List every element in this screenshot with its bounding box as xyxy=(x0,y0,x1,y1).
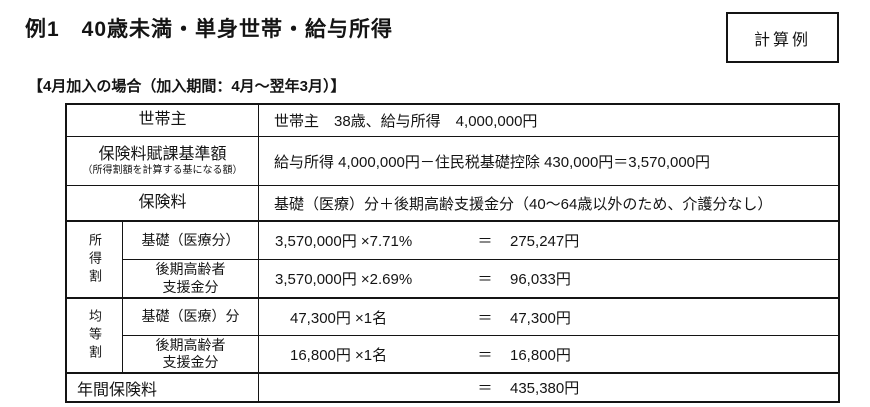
row-per-capita-medical: 基礎（医療）分 47,300円 ×1名 ＝ 47,300円 xyxy=(123,299,838,336)
base-amount-note: （所得割額を計算する基になる額） xyxy=(82,164,243,176)
income-medical-equals: ＝ xyxy=(477,233,493,250)
per-capita-medical-equals: ＝ xyxy=(477,309,493,327)
income-levy-group-cell: 所得割 xyxy=(67,222,123,297)
income-medical-label: 基礎（医療分） xyxy=(123,222,259,259)
row-base-amount: 保険料賦課基準額 （所得割額を計算する基になる額） 給与所得 4,000,000… xyxy=(67,137,838,186)
income-medical-formula: 3,570,000円 ×7.71% xyxy=(275,233,413,250)
annual-premium-result: 435,380円 xyxy=(510,380,580,397)
group-per-capita-levy: 均等割 基礎（医療）分 47,300円 ×1名 ＝ 47,300円 後期高齢者 … xyxy=(67,299,838,374)
income-medical-result: 275,247円 xyxy=(510,233,580,250)
group-income-levy: 所得割 基礎（医療分） 3,570,000円 ×7.71% ＝ 275,247円… xyxy=(67,222,838,299)
per-capita-medical-formula: 47,300円 ×1名 xyxy=(290,309,388,327)
row-income-medical: 基礎（医療分） 3,570,000円 ×7.71% ＝ 275,247円 xyxy=(123,222,838,260)
row-income-elderly-support: 後期高齢者 支援金分 3,570,000円 ×2.69% ＝ 96,033円 xyxy=(123,260,838,297)
income-elderly-label: 後期高齢者 支援金分 xyxy=(123,260,259,297)
per-capita-medical-result: 47,300円 xyxy=(510,309,571,327)
income-elderly-formula: 3,570,000円 ×2.69% xyxy=(275,271,413,288)
income-elderly-result: 96,033円 xyxy=(510,271,571,288)
calc-example-label: 計算例 xyxy=(753,31,811,49)
base-amount-label-text: 保険料賦課基準額 xyxy=(98,145,227,163)
base-amount-label: 保険料賦課基準額 （所得割額を計算する基になる額） xyxy=(67,137,259,185)
per-capita-medical-calc: 47,300円 ×1名 ＝ 47,300円 xyxy=(259,299,838,335)
row-per-capita-elderly-support: 後期高齢者 支援金分 16,800円 ×1名 ＝ 16,800円 xyxy=(123,336,838,372)
annual-premium-label: 年間保険料 xyxy=(67,374,259,401)
income-elderly-equals: ＝ xyxy=(477,271,493,288)
row-householder: 世帯主 世帯主 38歳、給与所得 4,000,000円 xyxy=(67,105,838,137)
per-capita-elderly-formula: 16,800円 ×1名 xyxy=(290,346,388,364)
householder-value: 世帯主 38歳、給与所得 4,000,000円 xyxy=(274,113,538,130)
annual-premium-calc: ＝ 435,380円 xyxy=(259,374,838,401)
enrollment-period-heading: 【4月加入の場合（加入期間：4月～翌年3月）】 xyxy=(28,78,346,95)
premium-calculation-table: 世帯主 世帯主 38歳、給与所得 4,000,000円 保険料賦課基準額 （所得… xyxy=(65,103,840,403)
per-capita-elderly-calc: 16,800円 ×1名 ＝ 16,800円 xyxy=(259,336,838,372)
premium-label: 保険料 xyxy=(67,186,259,220)
page-title: 例1 40歳未満・単身世帯・給与所得 xyxy=(25,18,394,41)
per-capita-medical-label: 基礎（医療）分 xyxy=(123,299,259,335)
income-levy-items: 基礎（医療分） 3,570,000円 ×7.71% ＝ 275,247円 後期高… xyxy=(123,222,838,297)
income-elderly-calc: 3,570,000円 ×2.69% ＝ 96,033円 xyxy=(259,260,838,297)
annual-premium-equals: ＝ xyxy=(477,380,493,397)
per-capita-group-cell: 均等割 xyxy=(67,299,123,372)
income-medical-calc: 3,570,000円 ×7.71% ＝ 275,247円 xyxy=(259,222,838,259)
base-amount-value: 給与所得 4,000,000円－住民税基礎控除 430,000円＝3,570,0… xyxy=(274,153,711,171)
income-levy-group-label: 所得割 xyxy=(87,232,102,287)
householder-label: 世帯主 xyxy=(67,105,259,136)
per-capita-elderly-label: 後期高齢者 支援金分 xyxy=(123,336,259,372)
per-capita-group-label: 均等割 xyxy=(87,308,102,363)
calc-example-box: 計算例 xyxy=(726,12,839,63)
row-premium: 保険料 基礎（医療）分＋後期高齢支援金分（40～64歳以外のため、介護分なし） xyxy=(67,186,838,222)
per-capita-elderly-equals: ＝ xyxy=(477,346,493,364)
row-annual-premium: 年間保険料 ＝ 435,380円 xyxy=(67,374,838,401)
premium-value: 基礎（医療）分＋後期高齢支援金分（40～64歳以外のため、介護分なし） xyxy=(274,195,773,213)
per-capita-elderly-result: 16,800円 xyxy=(510,346,571,364)
per-capita-items: 基礎（医療）分 47,300円 ×1名 ＝ 47,300円 後期高齢者 支援金分… xyxy=(123,299,838,372)
